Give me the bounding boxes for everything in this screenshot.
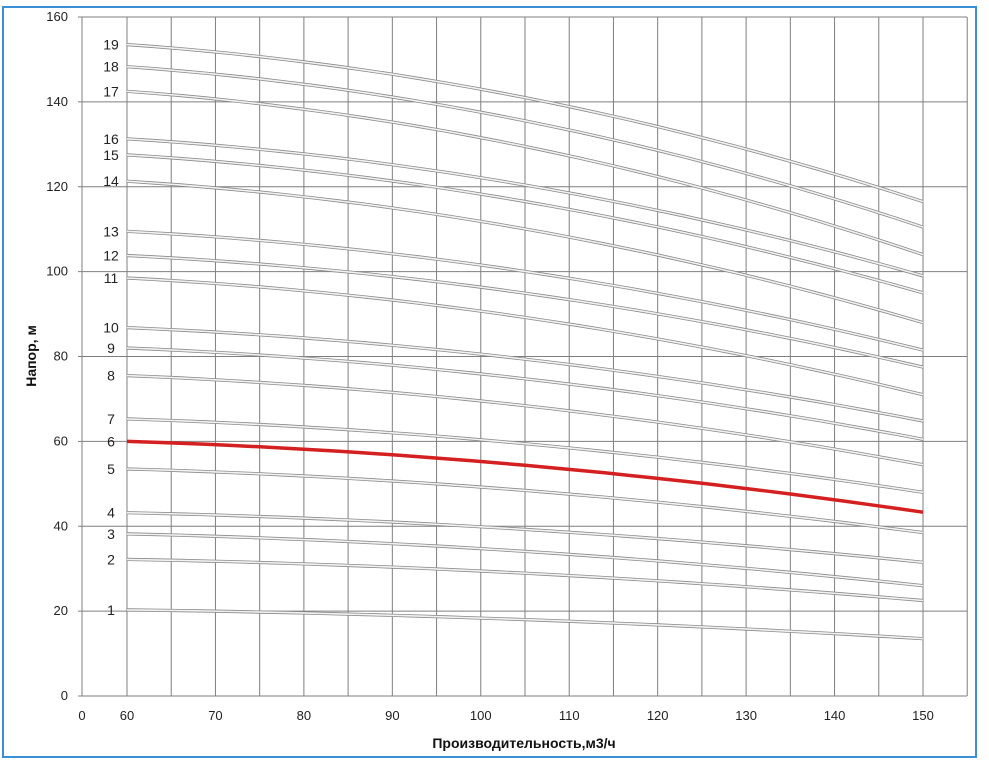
x-tick-label: 120	[647, 708, 669, 723]
curve-label-19: 19	[103, 37, 119, 53]
curve-label-8: 8	[107, 368, 115, 384]
x-tick-label: 80	[297, 708, 311, 723]
y-tick-label: 140	[46, 94, 68, 109]
curve-16	[126, 138, 924, 277]
curve-10	[126, 326, 924, 422]
curve-label-7: 7	[107, 411, 115, 427]
x-axis-title: Производительность,м3/ч	[432, 735, 615, 751]
curve-4	[126, 511, 924, 564]
curve-2	[126, 558, 924, 602]
curve-18	[126, 65, 924, 228]
curve-label-1: 1	[107, 602, 115, 618]
grid	[82, 16, 968, 696]
x-tick-label: 60	[120, 708, 134, 723]
x-tick-label: 90	[385, 708, 399, 723]
curve-label-17: 17	[103, 83, 119, 99]
y-tick-label: 100	[46, 264, 68, 279]
curve-label-13: 13	[103, 223, 119, 239]
curve-highlight-6	[126, 439, 924, 514]
curve-3	[126, 533, 924, 587]
curve-15	[126, 154, 924, 294]
curve-label-14: 14	[103, 173, 119, 189]
curve-1	[126, 609, 924, 640]
y-tick-label: 20	[54, 603, 68, 618]
x-tick-label: 150	[912, 708, 934, 723]
curve-17	[126, 90, 924, 256]
curve-label-2: 2	[107, 551, 115, 567]
curve-label-16: 16	[103, 131, 119, 147]
curve-label-5: 5	[107, 461, 115, 477]
curve-12	[126, 254, 924, 368]
curve-9	[126, 347, 924, 441]
curve-label-4: 4	[107, 505, 115, 521]
y-tick-label: 40	[54, 518, 68, 533]
curve-8	[126, 374, 924, 466]
curve-label-15: 15	[103, 147, 119, 163]
curve-label-10: 10	[103, 320, 119, 336]
y-tick-label: 80	[54, 349, 68, 364]
curve-label-3: 3	[107, 526, 115, 542]
x-tick-label: 110	[559, 708, 580, 723]
x-tick-label: 0	[78, 708, 85, 723]
curve-label-9: 9	[107, 340, 115, 356]
x-tick-label: 130	[735, 708, 757, 723]
curve-11	[126, 277, 924, 396]
curve-label-12: 12	[103, 247, 119, 263]
x-tick-label: 70	[208, 708, 222, 723]
curve-7	[126, 418, 924, 494]
curve-label-18: 18	[103, 59, 119, 75]
curve-13	[126, 230, 924, 351]
curve-label-11: 11	[104, 270, 119, 286]
x-tick-label: 100	[470, 708, 492, 723]
curve-14	[126, 180, 924, 324]
series-group	[126, 43, 924, 641]
y-tick-label: 60	[54, 433, 68, 448]
curve-19	[126, 43, 924, 203]
y-tick-label: 160	[46, 9, 68, 24]
y-axis-title: Напор, м	[23, 325, 39, 387]
curve-5	[126, 468, 924, 534]
x-tick-label: 140	[824, 708, 846, 723]
y-tick-label: 0	[61, 688, 68, 703]
y-tick-label: 120	[46, 179, 68, 194]
curve-label-6: 6	[107, 433, 115, 449]
